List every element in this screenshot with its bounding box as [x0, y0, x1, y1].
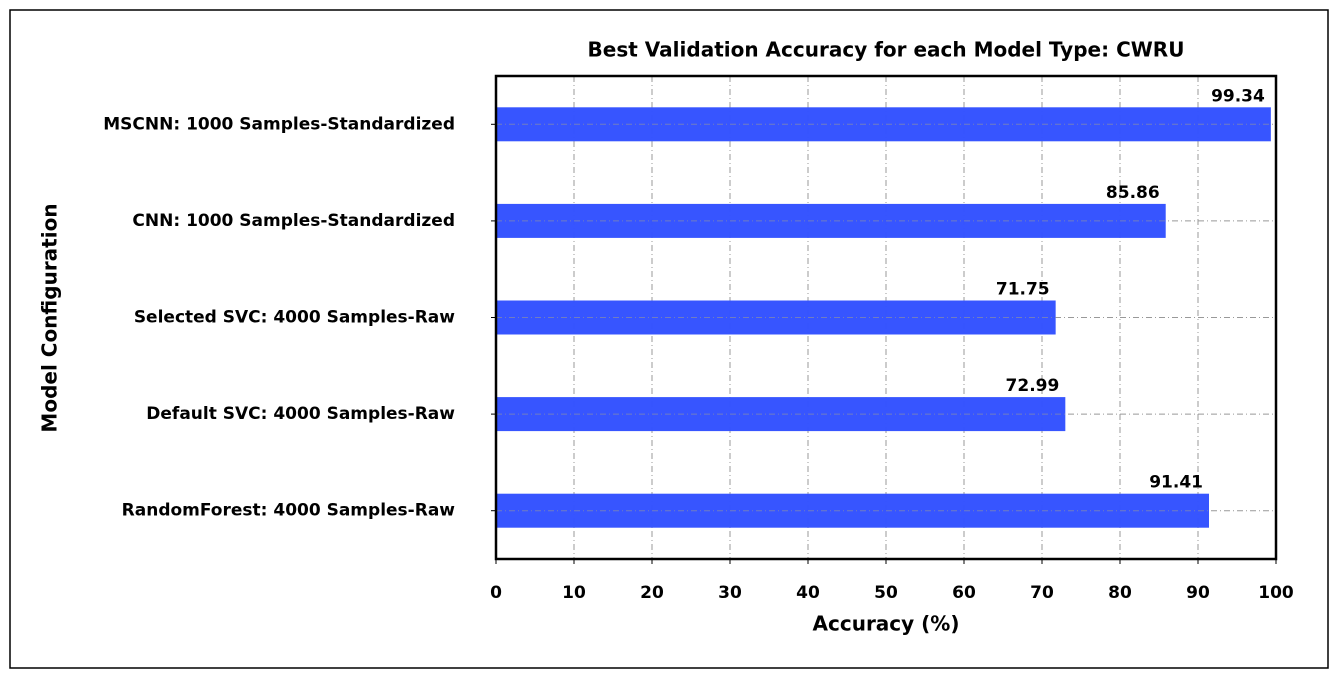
- y-tick-label: MSCNN: 1000 Samples-Standardized: [103, 114, 455, 134]
- x-tick-label: 80: [1108, 583, 1132, 603]
- x-tick-label: 10: [562, 583, 586, 603]
- data-label: 71.75: [996, 280, 1050, 300]
- x-tick-label: 70: [1030, 583, 1054, 603]
- chart-title: Best Validation Accuracy for each Model …: [588, 38, 1185, 62]
- y-tick-label: RandomForest: 4000 Samples-Raw: [122, 501, 456, 521]
- x-tick-label: 0: [490, 583, 502, 603]
- data-label: 72.99: [1006, 376, 1060, 396]
- plot-border: [494, 74, 1278, 561]
- x-tick-label: 60: [952, 583, 976, 603]
- y-axis-label: Model Configuration: [38, 203, 62, 432]
- x-tick-label: 20: [640, 583, 664, 603]
- bar: [496, 107, 1271, 142]
- frame: [9, 9, 1329, 669]
- data-label: 91.41: [1149, 473, 1203, 493]
- x-tick-label: 30: [718, 583, 742, 603]
- x-tick-label: 90: [1186, 583, 1210, 603]
- x-tick-label: 50: [874, 583, 898, 603]
- data-label: 85.86: [1106, 183, 1160, 203]
- y-tick-label: CNN: 1000 Samples-Standardized: [132, 211, 455, 231]
- plot-area: 0 10 20 30 40 50 60 70 80 90 100 MSCNN: 1000 Sample…: [103, 74, 1294, 603]
- x-tick-label: 100: [1258, 583, 1294, 603]
- x-tick-label: 40: [796, 583, 820, 603]
- y-tick-label: Selected SVC: 4000 Samples-Raw: [134, 308, 455, 328]
- y-tick-label: Default SVC: 4000 Samples-Raw: [146, 404, 455, 424]
- data-label: 99.34: [1211, 86, 1265, 106]
- x-axis-label: Accuracy (%): [813, 612, 960, 636]
